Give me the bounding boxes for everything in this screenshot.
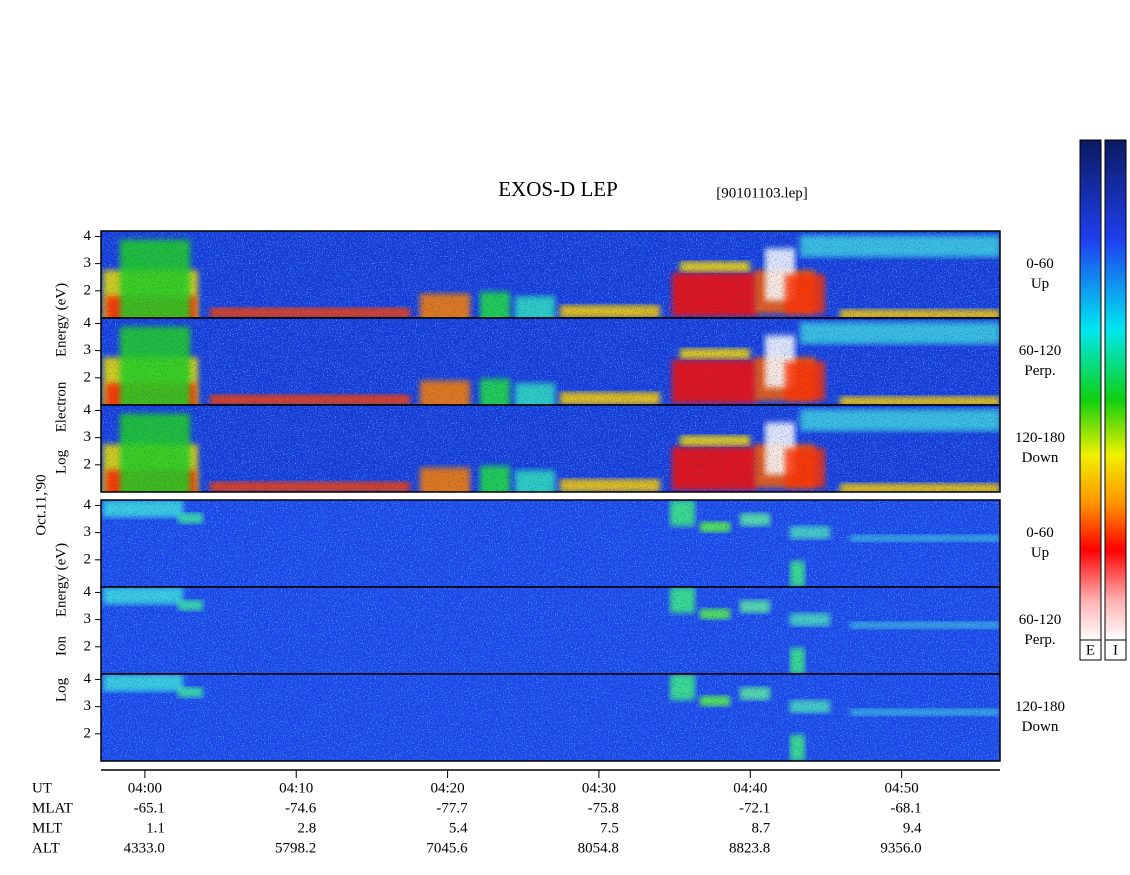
spectrogram <box>101 318 1000 405</box>
spectrogram-speckle-dark <box>101 674 1000 761</box>
ephemeris-value: 4333.0 <box>124 840 165 856</box>
y-tick-label: 3 <box>84 342 92 358</box>
spectrogram <box>101 405 1000 492</box>
panel-frame <box>100 673 1001 762</box>
spectrogram-speckle-dark <box>101 405 1000 492</box>
angle-label: 0-60 <box>1026 256 1054 272</box>
y-axis-label: Log <box>53 449 69 474</box>
colorbar-label: I <box>1113 642 1118 658</box>
y-tick-label: 4 <box>84 228 92 244</box>
y-tick-label: 4 <box>84 497 92 513</box>
chart-title: EXOS-D LEP <box>498 177 618 201</box>
y-tick-label: 3 <box>84 524 92 540</box>
y-tick-label: 4 <box>84 671 92 687</box>
ephemeris-value: 9.4 <box>903 820 922 836</box>
x-tick-label: 04:40 <box>733 780 767 796</box>
angle-label: 120-180 <box>1015 699 1065 715</box>
y-tick-label: 2 <box>84 551 92 567</box>
y-axis-label: Log <box>53 677 69 702</box>
spectrogram <box>101 500 1000 587</box>
y-tick-label: 3 <box>84 698 92 714</box>
y-tick-label: 3 <box>84 255 92 271</box>
ephemeris-value: 5.4 <box>449 820 468 836</box>
spectrogram <box>101 587 1000 674</box>
direction-label: Up <box>1031 276 1049 292</box>
ephemeris-value: 5798.2 <box>275 840 316 856</box>
y-tick-label: 2 <box>84 638 92 654</box>
ephemeris-value: -75.8 <box>588 800 619 816</box>
x-tick-label: 04:30 <box>582 780 616 796</box>
file-label: [90101103.lep] <box>716 185 808 201</box>
ephemeris-label: ALT <box>32 840 60 856</box>
ephemeris-value: 8.7 <box>752 820 771 836</box>
y-tick-label: 2 <box>84 282 92 298</box>
direction-label: Perp. <box>1024 363 1055 379</box>
direction-label: Perp. <box>1024 632 1055 648</box>
y-tick-label: 4 <box>84 315 92 331</box>
y-axis-label: Ion <box>53 636 69 656</box>
ephemeris-value: -72.1 <box>739 800 770 816</box>
spectrogram-speckle-dark <box>101 231 1000 318</box>
spectrogram-speckle-dark <box>101 318 1000 405</box>
colorbar-label-box <box>1079 639 1102 661</box>
colorbar <box>1104 139 1127 641</box>
ephemeris-label: MLAT <box>32 800 73 816</box>
y-axis-label: Electron <box>53 381 69 432</box>
ephemeris-value: -68.1 <box>890 800 921 816</box>
x-tick-label: 04:50 <box>885 780 919 796</box>
x-tick-label: 04:20 <box>430 780 464 796</box>
x-axis-label: UT <box>32 780 52 796</box>
colorbar <box>1079 139 1102 641</box>
spectrogram-speckle-dark <box>101 587 1000 674</box>
direction-label: Down <box>1022 450 1059 466</box>
ephemeris-label: MLT <box>32 820 62 836</box>
ephemeris-value: 2.8 <box>297 820 316 836</box>
y-tick-label: 2 <box>84 456 92 472</box>
colorbar-label-box <box>1104 639 1127 661</box>
ephemeris-value: -74.6 <box>285 800 317 816</box>
angle-label: 60-120 <box>1019 343 1062 359</box>
x-tick-label: 04:10 <box>279 780 313 796</box>
angle-label: 60-120 <box>1019 612 1062 628</box>
y-tick-label: 3 <box>84 611 92 627</box>
ephemeris-value: 8823.8 <box>729 840 770 856</box>
ephemeris-value: 1.1 <box>146 820 165 836</box>
y-axis-label: Energy (eV) <box>53 543 69 617</box>
date-label: Oct.11,'90 <box>33 474 49 535</box>
colorbar-label: E <box>1086 642 1095 658</box>
direction-label: Up <box>1031 545 1049 561</box>
angle-label: 120-180 <box>1015 430 1065 446</box>
angle-label: 0-60 <box>1026 525 1054 541</box>
ephemeris-value: -65.1 <box>134 800 165 816</box>
y-axis-label: Energy (eV) <box>53 283 69 357</box>
ephemeris-value: 9356.0 <box>880 840 921 856</box>
ephemeris-value: 8054.8 <box>578 840 619 856</box>
y-tick-label: 4 <box>84 402 92 418</box>
y-tick-label: 4 <box>84 584 92 600</box>
y-tick-label: 2 <box>84 369 92 385</box>
y-tick-label: 2 <box>84 725 92 741</box>
x-tick-label: 04:00 <box>128 780 162 796</box>
panel-frame <box>100 404 1001 493</box>
spectrogram <box>101 231 1000 318</box>
direction-label: Down <box>1022 719 1059 735</box>
y-tick-label: 3 <box>84 429 92 445</box>
ephemeris-value: 7045.6 <box>426 840 468 856</box>
ephemeris-value: 7.5 <box>600 820 619 836</box>
spectrogram-speckle-dark <box>101 500 1000 587</box>
ephemeris-value: -77.7 <box>436 800 468 816</box>
spectrogram <box>101 674 1000 761</box>
